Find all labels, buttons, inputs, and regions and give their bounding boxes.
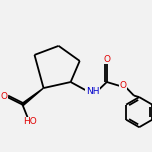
Text: HO: HO (23, 117, 37, 126)
Polygon shape (22, 88, 43, 106)
Text: O: O (120, 81, 127, 90)
Text: O: O (0, 92, 7, 101)
Text: O: O (103, 55, 110, 64)
Text: NH: NH (86, 87, 99, 96)
